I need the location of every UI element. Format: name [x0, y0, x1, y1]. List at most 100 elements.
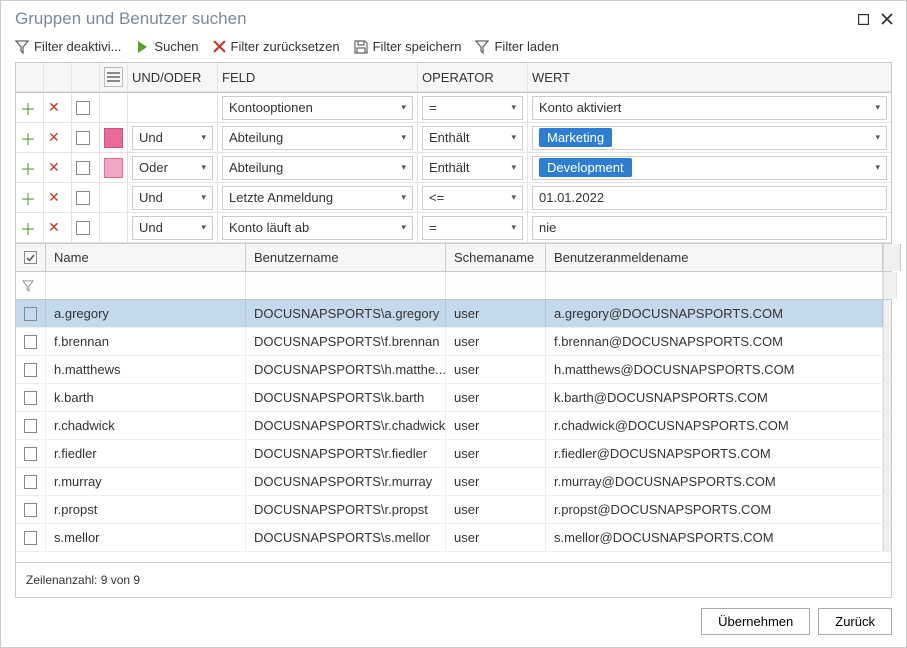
remove-row-icon[interactable]: ✕ — [48, 159, 60, 176]
wert-select[interactable]: Marketing▾ — [532, 126, 887, 150]
row-checkbox[interactable] — [24, 503, 37, 517]
cell-schemaname: user — [446, 384, 546, 411]
table-row[interactable]: r.propstDOCUSNAPSPORTS\r.propstuserr.pro… — [16, 496, 891, 524]
toolbar-label: Filter zurücksetzen — [231, 39, 340, 54]
cell-anmeldename: k.barth@DOCUSNAPSPORTS.COM — [546, 384, 883, 411]
row-checkbox[interactable] — [24, 335, 37, 349]
row-checkbox[interactable] — [24, 419, 37, 433]
add-row-icon[interactable]: ＋ — [20, 126, 36, 150]
table-row[interactable]: s.mellorDOCUSNAPSPORTS\s.mellorusers.mel… — [16, 524, 891, 552]
table-row[interactable]: f.brennanDOCUSNAPSPORTS\f.brennanuserf.b… — [16, 328, 891, 356]
filter-icon[interactable] — [16, 272, 46, 299]
wert-select[interactable]: Konto aktiviert▾ — [532, 96, 887, 120]
wert-input[interactable]: 01.01.2022 — [532, 186, 887, 210]
row-checkbox[interactable] — [24, 475, 37, 489]
cell-anmeldename: h.matthews@DOCUSNAPSPORTS.COM — [546, 356, 883, 383]
feld-select[interactable]: Letzte Anmeldung▾ — [222, 186, 413, 210]
row-count: Zeilenanzahl: 9 von 9 — [16, 562, 891, 597]
cell-schemaname: user — [446, 412, 546, 439]
table-row[interactable]: h.matthewsDOCUSNAPSPORTS\h.matthe...user… — [16, 356, 891, 384]
row-checkbox[interactable] — [76, 221, 90, 235]
wert-chip: Marketing — [539, 128, 612, 147]
filter-name[interactable] — [46, 272, 246, 299]
row-checkbox[interactable] — [24, 447, 37, 461]
col-benutzername[interactable]: Benutzername — [246, 244, 446, 271]
col-schemaname[interactable]: Schemaname — [446, 244, 546, 271]
table-row[interactable]: a.gregoryDOCUSNAPSPORTS\a.gregoryusera.g… — [16, 300, 891, 328]
remove-row-icon[interactable]: ✕ — [48, 189, 60, 206]
filter-save-button[interactable]: Filter speichern — [354, 39, 462, 54]
checkbox-header[interactable] — [16, 244, 46, 271]
operator-select[interactable]: Enthält▾ — [422, 156, 523, 180]
undoder-select[interactable]: Und▾ — [132, 126, 213, 150]
filter-schemaname[interactable] — [446, 272, 546, 299]
wert-select[interactable]: Development▾ — [532, 156, 887, 180]
row-checkbox[interactable] — [24, 363, 37, 377]
operator-select[interactable]: =▾ — [422, 96, 523, 120]
undoder-select[interactable]: Und▾ — [132, 216, 213, 240]
filter-row: ＋ ✕ Oder▾ Abteilung▾ Enthält▾ Development▾ — [16, 153, 891, 183]
cell-anmeldename: a.gregory@DOCUSNAPSPORTS.COM — [546, 300, 883, 327]
filter-grid: UND/ODER FELD OPERATOR WERT ＋✕Kontooptio… — [15, 62, 892, 243]
operator-select[interactable]: Enthält▾ — [422, 126, 523, 150]
cell-anmeldename: r.propst@DOCUSNAPSPORTS.COM — [546, 496, 883, 523]
apply-button[interactable]: Übernehmen — [701, 608, 810, 635]
search-button[interactable]: Suchen — [135, 39, 198, 54]
cell-schemaname: user — [446, 356, 546, 383]
maximize-button[interactable] — [854, 10, 872, 28]
cell-name: h.matthews — [46, 356, 246, 383]
undoder-select[interactable]: Und▾ — [132, 186, 213, 210]
funnel-load-icon — [475, 40, 489, 54]
col-name[interactable]: Name — [46, 244, 246, 271]
row-checkbox[interactable] — [76, 131, 90, 145]
remove-row-icon[interactable]: ✕ — [48, 99, 60, 116]
cell-benutzername: DOCUSNAPSPORTS\k.barth — [246, 384, 446, 411]
feld-select[interactable]: Abteilung▾ — [222, 156, 413, 180]
operator-select[interactable]: =▾ — [422, 216, 523, 240]
add-row-icon[interactable]: ＋ — [20, 186, 36, 210]
remove-row-icon[interactable]: ✕ — [48, 129, 60, 146]
cell-benutzername: DOCUSNAPSPORTS\f.brennan — [246, 328, 446, 355]
table-row[interactable]: r.chadwickDOCUSNAPSPORTS\r.chadwickuserr… — [16, 412, 891, 440]
add-row-icon[interactable]: ＋ — [20, 156, 36, 180]
cell-schemaname: user — [446, 496, 546, 523]
operator-select[interactable]: <=▾ — [422, 186, 523, 210]
col-anmeldename[interactable]: Benutzeranmeldename — [546, 244, 883, 271]
cell-benutzername: DOCUSNAPSPORTS\h.matthe... — [246, 356, 446, 383]
row-checkbox[interactable] — [24, 531, 37, 545]
filter-anmeldename[interactable] — [546, 272, 883, 299]
filter-reset-button[interactable]: Filter zurücksetzen — [213, 39, 340, 54]
feld-select[interactable]: Kontooptionen▾ — [222, 96, 413, 120]
back-button[interactable]: Zurück — [818, 608, 892, 635]
row-checkbox[interactable] — [24, 391, 37, 405]
wert-input[interactable]: nie — [532, 216, 887, 240]
undoder-select[interactable]: Oder▾ — [132, 156, 213, 180]
wert-chip: Development — [539, 158, 632, 177]
add-row-icon[interactable]: ＋ — [20, 96, 36, 120]
row-checkbox[interactable] — [24, 307, 37, 321]
row-checkbox[interactable] — [76, 101, 90, 115]
cell-schemaname: user — [446, 524, 546, 551]
col-operator: OPERATOR — [418, 63, 528, 92]
cell-schemaname: user — [446, 328, 546, 355]
cell-benutzername: DOCUSNAPSPORTS\r.murray — [246, 468, 446, 495]
filter-deactivate-button[interactable]: Filter deaktivi... — [15, 39, 121, 54]
add-row-icon[interactable]: ＋ — [20, 216, 36, 240]
filter-benutzername[interactable] — [246, 272, 446, 299]
row-checkbox[interactable] — [76, 191, 90, 205]
cell-name: f.brennan — [46, 328, 246, 355]
cell-benutzername: DOCUSNAPSPORTS\r.chadwick — [246, 412, 446, 439]
cell-name: k.barth — [46, 384, 246, 411]
filter-load-button[interactable]: Filter laden — [475, 39, 558, 54]
results-filter-row — [16, 272, 891, 300]
table-row[interactable]: k.barthDOCUSNAPSPORTS\k.barthuserk.barth… — [16, 384, 891, 412]
close-button[interactable] — [878, 10, 896, 28]
feld-select[interactable]: Abteilung▾ — [222, 126, 413, 150]
remove-row-icon[interactable]: ✕ — [48, 219, 60, 236]
table-row[interactable]: r.fiedlerDOCUSNAPSPORTS\r.fiedleruserr.f… — [16, 440, 891, 468]
table-row[interactable]: r.murrayDOCUSNAPSPORTS\r.murrayuserr.mur… — [16, 468, 891, 496]
row-checkbox[interactable] — [76, 161, 90, 175]
cell-schemaname: user — [446, 440, 546, 467]
funnel-icon — [15, 40, 29, 54]
feld-select[interactable]: Konto läuft ab▾ — [222, 216, 413, 240]
